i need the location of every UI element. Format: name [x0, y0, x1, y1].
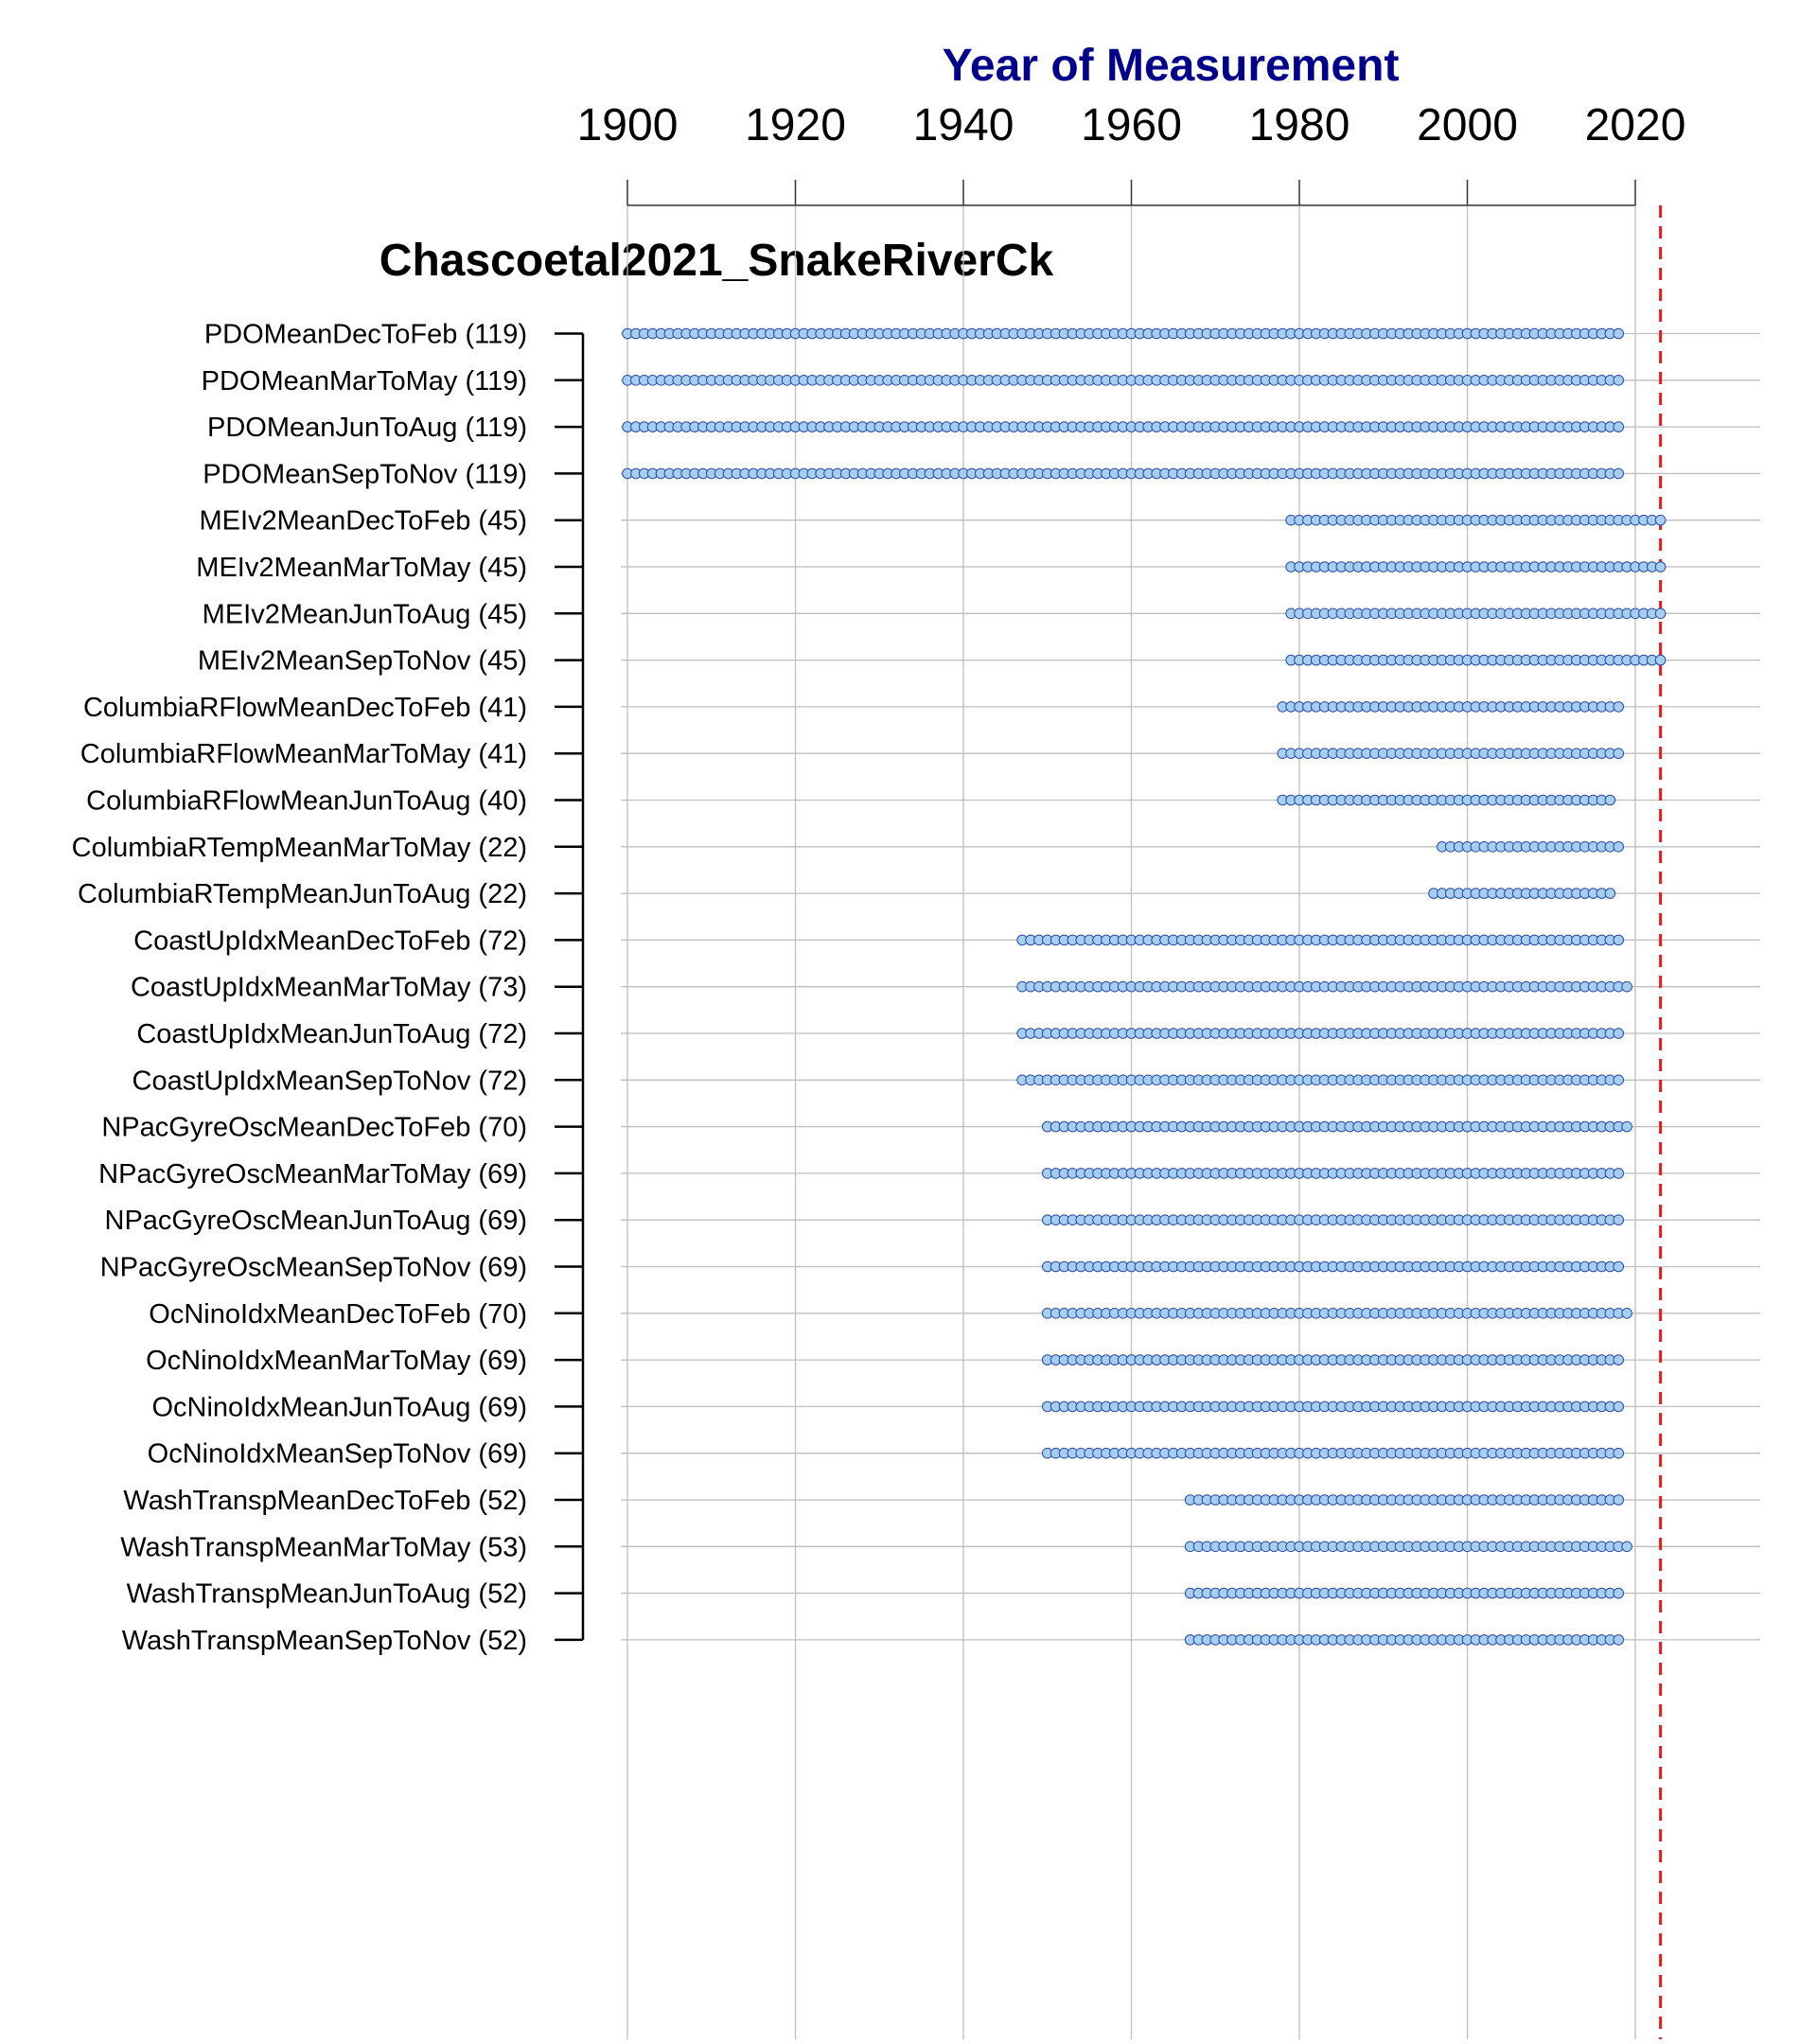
row-label-pdomean-mar-to-may: PDOMeanMarToMay (119)	[202, 366, 527, 396]
point-oc-nino-idx-mean-dec-to-feb	[1621, 1308, 1632, 1319]
points-layer	[622, 327, 1667, 1646]
point-coast-up-idx-mean-dec-to-feb	[1613, 934, 1625, 946]
row-bracket	[555, 332, 585, 1642]
point-meiv2-mean-sep-to-nov	[1654, 654, 1667, 666]
point-npac-gyre-osc-mean-dec-to-feb	[1621, 1120, 1632, 1133]
x-tick-label: 1940	[913, 100, 1014, 150]
row-label-columbia-rflow-mean-dec-to-feb: ColumbiaRFlowMeanDecToFeb (41)	[83, 693, 527, 723]
row-label-oc-nino-idx-mean-dec-to-feb: OcNinoIdxMeanDecToFeb (70)	[149, 1299, 527, 1330]
row-label-coast-up-idx-mean-mar-to-may: CoastUpIdxMeanMarToMay (73)	[131, 973, 527, 1003]
x-tick-label: 2000	[1417, 100, 1518, 150]
row-label-wash-transp-mean-sep-to-nov: WashTranspMeanSepToNov (52)	[122, 1626, 527, 1656]
point-coast-up-idx-mean-sep-to-nov	[1613, 1074, 1625, 1086]
row-label-oc-nino-idx-mean-jun-to-aug: OcNinoIdxMeanJunToAug (69)	[151, 1392, 527, 1422]
point-meiv2-mean-jun-to-aug	[1654, 608, 1667, 620]
point-pdomean-mar-to-may	[1613, 375, 1625, 386]
row-label-wash-transp-mean-mar-to-may: WashTranspMeanMarToMay (53)	[120, 1532, 527, 1562]
point-columbia-rflow-mean-dec-to-feb	[1613, 701, 1625, 713]
chart-title: Chascoetal2021_SnakeRiverCk	[379, 236, 1054, 286]
point-columbia-rflow-mean-mar-to-may	[1613, 748, 1625, 760]
x-axis: 1900 1920 1940 1960 1980 2000 2020	[577, 100, 1686, 206]
point-npac-gyre-osc-mean-sep-to-nov	[1613, 1260, 1625, 1273]
row-label-coast-up-idx-mean-dec-to-feb: CoastUpIdxMeanDecToFeb (72)	[133, 925, 527, 956]
row-label-npac-gyre-osc-mean-jun-to-aug: NPacGyreOscMeanJunToAug (69)	[105, 1206, 527, 1236]
point-wash-transp-mean-jun-to-aug	[1613, 1587, 1625, 1599]
row-label-columbia-rtemp-mean-jun-to-aug: ColumbiaRTempMeanJunToAug (22)	[78, 879, 527, 909]
row-label-columbia-rtemp-mean-mar-to-may: ColumbiaRTempMeanMarToMay (22)	[72, 833, 527, 863]
row-label-oc-nino-idx-mean-sep-to-nov: OcNinoIdxMeanSepToNov (69)	[148, 1439, 527, 1470]
row-label-pdomean-dec-to-feb: PDOMeanDecToFeb (119)	[204, 320, 527, 350]
row-label-columbia-rflow-mean-jun-to-aug: ColumbiaRFlowMeanJunToAug (40)	[86, 786, 527, 817]
x-tick-label: 1960	[1081, 100, 1182, 150]
row-label-columbia-rflow-mean-mar-to-may: ColumbiaRFlowMeanMarToMay (41)	[80, 739, 527, 769]
point-pdomean-jun-to-aug	[1613, 421, 1625, 432]
row-label-wash-transp-mean-dec-to-feb: WashTranspMeanDecToFeb (52)	[123, 1486, 527, 1516]
point-npac-gyre-osc-mean-jun-to-aug	[1613, 1214, 1625, 1225]
row-label-wash-transp-mean-jun-to-aug: WashTranspMeanJunToAug (52)	[127, 1579, 527, 1610]
row-label-pdomean-sep-to-nov: PDOMeanSepToNov (119)	[203, 459, 527, 489]
point-columbia-rtemp-mean-jun-to-aug	[1604, 888, 1616, 899]
row-label-npac-gyre-osc-mean-sep-to-nov: NPacGyreOscMeanSepToNov (69)	[100, 1253, 527, 1283]
point-pdomean-sep-to-nov	[1613, 467, 1625, 480]
row-label-meiv2-mean-jun-to-aug: MEIv2MeanJunToAug (45)	[203, 599, 527, 629]
point-pdomean-dec-to-feb	[1613, 327, 1625, 340]
row-label-pdomean-jun-to-aug: PDOMeanJunToAug (119)	[207, 413, 527, 443]
point-meiv2-mean-dec-to-feb	[1654, 514, 1667, 526]
point-wash-transp-mean-sep-to-nov	[1613, 1634, 1625, 1646]
row-label-npac-gyre-osc-mean-mar-to-may: NPacGyreOscMeanMarToMay (69)	[98, 1159, 527, 1189]
point-oc-nino-idx-mean-sep-to-nov	[1613, 1447, 1625, 1459]
point-coast-up-idx-mean-mar-to-may	[1621, 980, 1632, 993]
point-wash-transp-mean-dec-to-feb	[1613, 1494, 1625, 1506]
x-tick-label: 2020	[1585, 100, 1686, 150]
row-label-coast-up-idx-mean-sep-to-nov: CoastUpIdxMeanSepToNov (72)	[132, 1066, 527, 1096]
x-tick-label: 1920	[745, 100, 846, 150]
point-oc-nino-idx-mean-mar-to-may	[1613, 1354, 1625, 1366]
point-oc-nino-idx-mean-jun-to-aug	[1613, 1401, 1625, 1413]
row-label-meiv2-mean-dec-to-feb: MEIv2MeanDecToFeb (45)	[199, 506, 527, 537]
point-npac-gyre-osc-mean-mar-to-may	[1613, 1168, 1625, 1179]
x-tick-label: 1900	[577, 100, 679, 150]
row-label-npac-gyre-osc-mean-dec-to-feb: NPacGyreOscMeanDecToFeb (70)	[101, 1113, 527, 1143]
point-columbia-rflow-mean-jun-to-aug	[1604, 794, 1616, 806]
point-meiv2-mean-mar-to-may	[1654, 561, 1667, 573]
row-label-coast-up-idx-mean-jun-to-aug: CoastUpIdxMeanJunToAug (72)	[136, 1019, 527, 1049]
row-label-meiv2-mean-sep-to-nov: MEIv2MeanSepToNov (45)	[198, 646, 527, 677]
point-coast-up-idx-mean-jun-to-aug	[1613, 1028, 1625, 1039]
point-wash-transp-mean-mar-to-may	[1621, 1541, 1632, 1553]
row-label-meiv2-mean-mar-to-may: MEIv2MeanMarToMay (45)	[196, 553, 527, 583]
x-axis-title: Year of Measurement	[943, 41, 1400, 91]
point-columbia-rtemp-mean-mar-to-may	[1613, 841, 1625, 853]
row-labels: PDOMeanDecToFeb (119) PDOMeanMarToMay (11…	[72, 320, 527, 1656]
x-tick-label: 1980	[1249, 100, 1350, 150]
row-label-oc-nino-idx-mean-mar-to-may: OcNinoIdxMeanMarToMay (69)	[146, 1346, 527, 1376]
